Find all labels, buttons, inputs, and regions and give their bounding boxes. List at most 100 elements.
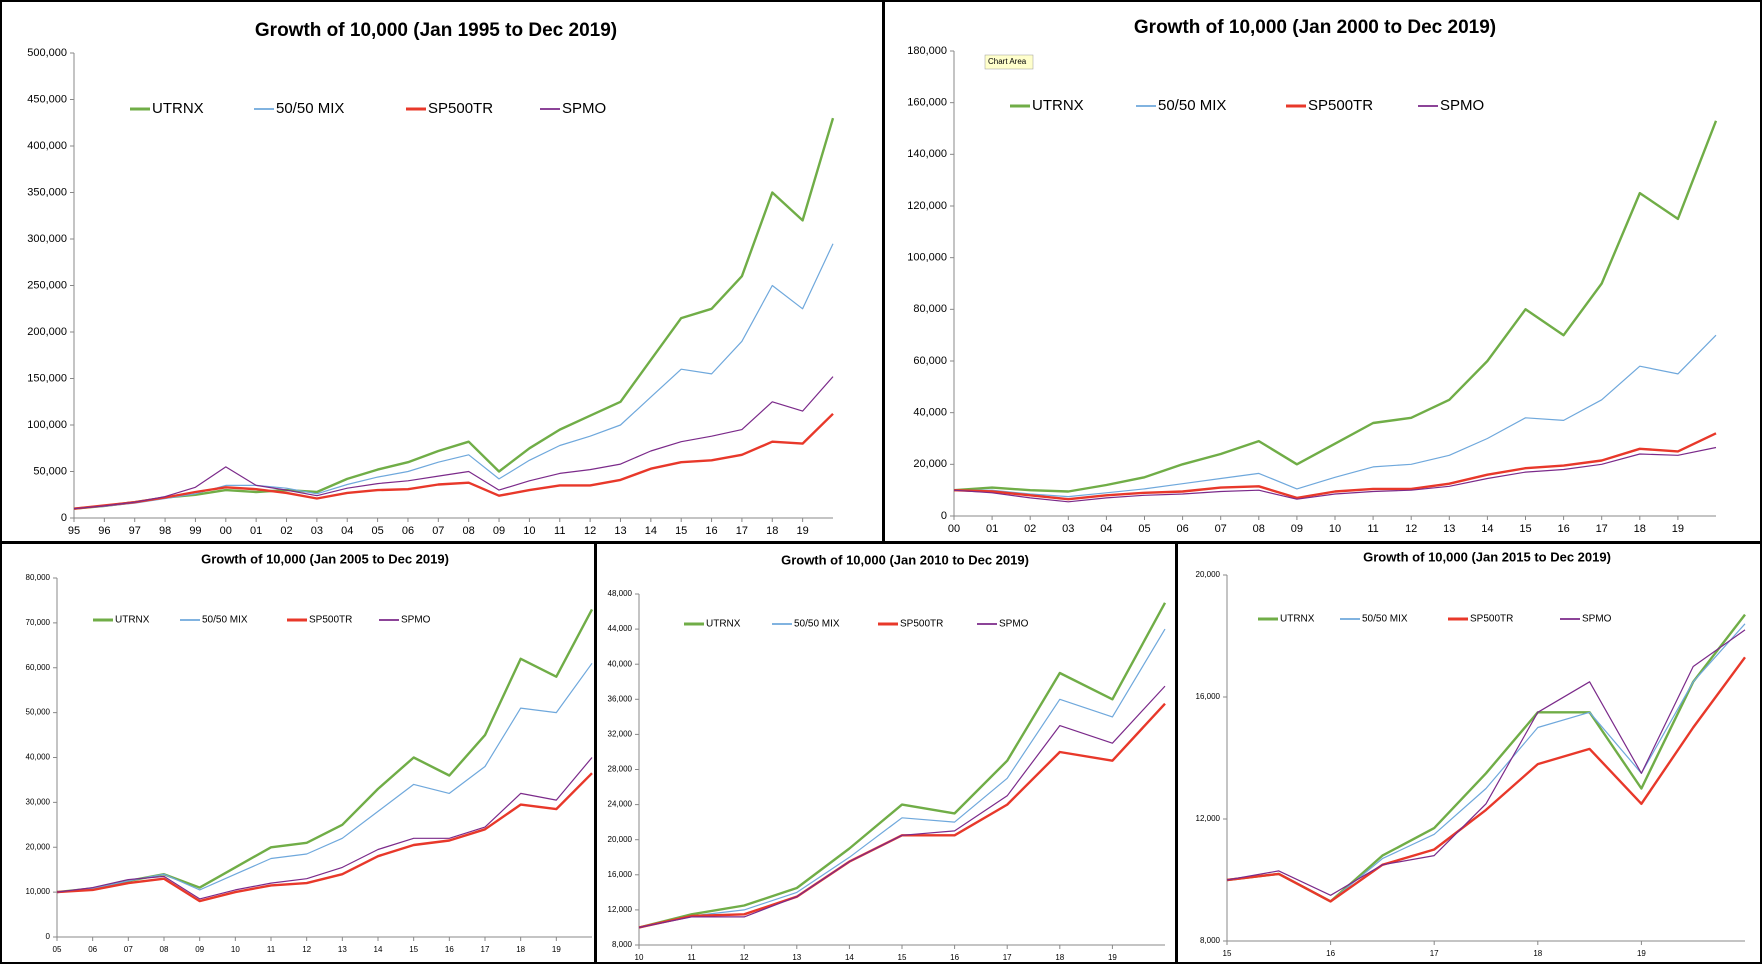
chart-title: Growth of 10,000 (Jan 2000 to Dec 2019)	[1134, 17, 1496, 38]
y-tick-label: 16,000	[608, 870, 633, 879]
x-tick-label: 18	[516, 945, 525, 954]
x-tick-label: 17	[1596, 523, 1608, 535]
x-tick-label: 16	[950, 953, 959, 962]
x-tick-label: 09	[1291, 523, 1303, 535]
series-line	[73, 243, 834, 510]
x-tick-label: 00	[220, 525, 232, 537]
series-line	[954, 334, 1717, 498]
x-tick-label: 15	[409, 945, 418, 954]
y-tick-label: 20,000	[26, 842, 51, 851]
legend-label: SP500TR	[309, 615, 352, 626]
y-tick-label: 40,000	[608, 659, 633, 668]
x-tick-label: 11	[1367, 523, 1378, 535]
y-tick-label: 36,000	[608, 694, 633, 703]
panel-border	[595, 542, 1177, 964]
x-tick-label: 96	[98, 525, 110, 537]
y-tick-label: 150,000	[27, 372, 67, 384]
y-tick-label: 50,000	[33, 465, 67, 477]
y-tick-label: 50,000	[26, 708, 51, 717]
x-tick-label: 15	[1223, 949, 1232, 958]
legend-label: SPMO	[562, 100, 606, 117]
x-tick-label: 16	[1557, 523, 1569, 535]
y-tick-label: 100,000	[907, 252, 947, 264]
x-tick-label: 98	[159, 525, 171, 537]
x-tick-label: 13	[792, 953, 801, 962]
x-tick-label: 01	[250, 525, 262, 537]
x-tick-label: 07	[1215, 523, 1227, 535]
x-tick-label: 16	[1326, 949, 1335, 958]
series-line	[73, 412, 834, 510]
y-tick-label: 70,000	[26, 618, 51, 627]
y-tick-label: 350,000	[27, 186, 67, 198]
y-tick-label: 32,000	[608, 730, 633, 739]
y-tick-label: 400,000	[27, 140, 67, 152]
y-tick-label: 20,000	[1196, 570, 1221, 579]
x-tick-label: 13	[338, 945, 347, 954]
x-tick-label: 17	[736, 525, 748, 537]
series-line	[638, 702, 1166, 929]
legend-label: UTRNX	[706, 619, 741, 630]
x-tick-label: 13	[1443, 523, 1455, 535]
x-tick-label: 10	[635, 953, 644, 962]
x-tick-label: 09	[493, 525, 505, 537]
legend-label: UTRNX	[1032, 97, 1084, 114]
series-line	[1226, 629, 1746, 896]
y-tick-label: 12,000	[1196, 814, 1221, 823]
x-tick-label: 16	[445, 945, 454, 954]
legend-label: 50/50 MIX	[794, 619, 840, 630]
x-tick-label: 15	[898, 953, 907, 962]
x-tick-label: 12	[302, 945, 311, 954]
y-tick-label: 200,000	[27, 326, 67, 338]
x-tick-label: 12	[584, 525, 596, 537]
annotation: Chart Area	[988, 57, 1027, 66]
x-tick-label: 97	[129, 525, 141, 537]
x-tick-label: 08	[1253, 523, 1265, 535]
y-tick-label: 20,000	[608, 835, 633, 844]
y-tick-label: 8,000	[612, 940, 633, 949]
x-tick-label: 19	[552, 945, 561, 954]
series-line	[1226, 613, 1746, 903]
x-tick-label: 19	[1672, 523, 1684, 535]
y-tick-label: 120,000	[907, 200, 947, 212]
x-tick-label: 14	[845, 953, 854, 962]
x-tick-label: 14	[374, 945, 383, 954]
legend-label: SP500TR	[1470, 614, 1513, 625]
chart-title: Growth of 10,000 (Jan 2005 to Dec 2019)	[201, 551, 449, 566]
x-tick-label: 14	[1481, 523, 1493, 535]
x-tick-label: 02	[280, 525, 292, 537]
x-tick-label: 11	[267, 945, 276, 954]
x-tick-label: 06	[1176, 523, 1188, 535]
series-line	[638, 685, 1166, 929]
y-tick-label: 40,000	[913, 407, 947, 419]
x-tick-label: 18	[1634, 523, 1646, 535]
x-tick-label: 05	[371, 525, 383, 537]
x-tick-label: 99	[189, 525, 201, 537]
y-tick-label: 48,000	[608, 589, 633, 598]
x-tick-label: 02	[1024, 523, 1036, 535]
x-tick-label: 17	[1430, 949, 1439, 958]
x-tick-label: 14	[645, 525, 657, 537]
panel-border	[1176, 542, 1762, 964]
x-tick-label: 13	[614, 525, 626, 537]
y-tick-label: 24,000	[608, 800, 633, 809]
x-tick-label: 09	[195, 945, 204, 954]
series-line	[56, 662, 593, 893]
x-tick-label: 00	[948, 523, 960, 535]
series-line	[638, 628, 1166, 929]
x-tick-label: 08	[463, 525, 475, 537]
series-line	[56, 772, 593, 903]
legend-label: SPMO	[1582, 614, 1612, 625]
y-tick-label: 0	[46, 932, 51, 941]
legend-label: SPMO	[401, 615, 431, 626]
x-tick-label: 05	[1138, 523, 1150, 535]
x-tick-label: 15	[1519, 523, 1531, 535]
y-tick-label: 30,000	[26, 797, 51, 806]
y-tick-label: 0	[61, 512, 67, 524]
y-tick-label: 28,000	[608, 765, 633, 774]
series-line	[953, 120, 1718, 493]
series-line	[953, 432, 1717, 501]
series-line	[638, 602, 1167, 929]
y-tick-label: 80,000	[913, 303, 947, 315]
y-tick-label: 180,000	[907, 45, 947, 57]
x-tick-label: 10	[231, 945, 240, 954]
